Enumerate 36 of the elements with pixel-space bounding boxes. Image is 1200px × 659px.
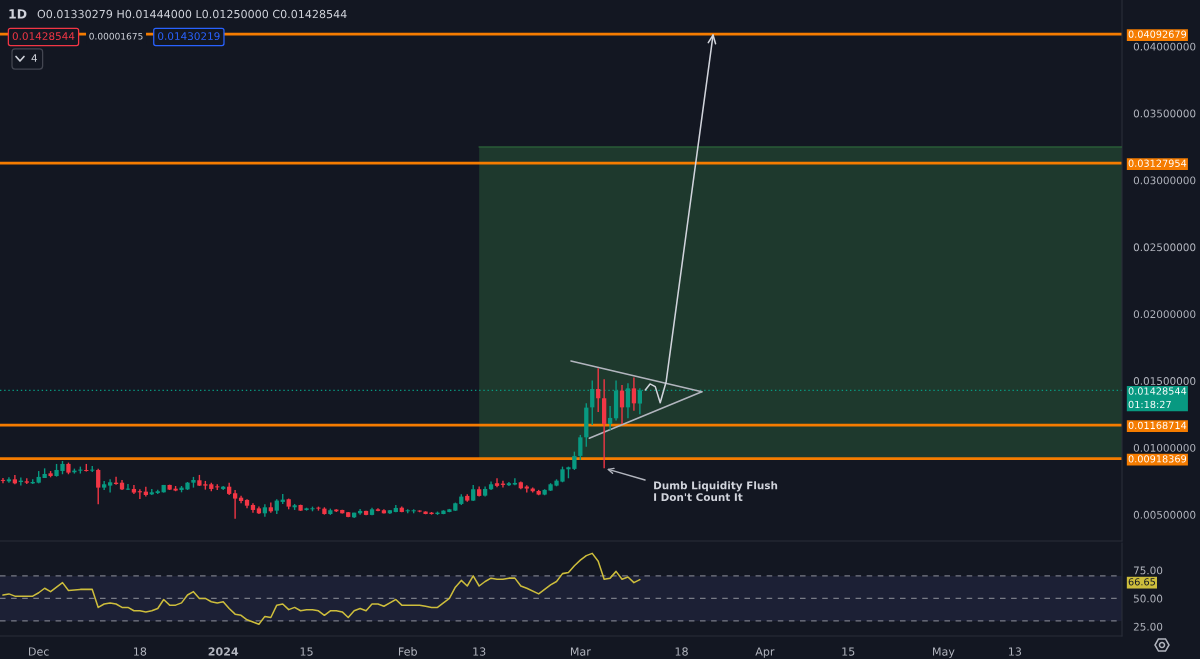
x-tick-label: 18 (134, 647, 147, 656)
x-tick-label: May (933, 647, 955, 658)
x-tick-label: 15 (842, 647, 855, 656)
x-tick-label: Apr (755, 647, 775, 658)
ref-line-label: 0.03127954 (1128, 159, 1187, 167)
ref-line-label: 0.04092679 (1128, 30, 1187, 38)
x-tick-label: Dec (29, 647, 49, 656)
y-tick-label: 0.03500000 (1133, 109, 1196, 118)
y-tick-label: 0.00500000 (1133, 510, 1196, 519)
text: O0.01330279 H0.01444000 L0.01250000 C0.01428544 (37, 9, 347, 19)
y-tick-label: 0.04000000 (1133, 42, 1196, 51)
y-tick-label: 0.01500000 (1133, 377, 1196, 385)
x-tick-label: Mar (570, 647, 591, 656)
y-tick-label: 0.03000000 (1133, 176, 1196, 185)
x-tick-label: 18 (675, 647, 688, 656)
y-tick-label: 50.00 (1133, 594, 1163, 603)
annotation: 0.01430219 (158, 32, 220, 41)
y-tick-label: 0.02500000 (1133, 243, 1196, 252)
ref-line-label: 0.00918369 (1128, 455, 1187, 463)
x-tick-label: 13 (1009, 647, 1022, 656)
text: 1D (9, 9, 27, 19)
annotation: 0.01428544 (12, 32, 75, 41)
y-tick-label: 75.00 (1133, 566, 1163, 575)
ref-line-label: 0.01428544 01:18:27 (1128, 387, 1187, 409)
annotation: 0.00001675 (89, 32, 143, 40)
y-tick-label: 0.01000000 (1133, 443, 1196, 452)
annotation: 4 (31, 54, 38, 62)
x-tick-label: 13 (473, 647, 486, 656)
x-tick-label: 2024 (208, 647, 239, 656)
x-tick-label: 15 (300, 647, 313, 656)
y-tick-label: 0.02000000 (1133, 310, 1196, 319)
ref-line-label: 0.01168714 (1128, 421, 1187, 430)
text: 66.65 (1128, 578, 1155, 586)
y-tick-label: 25.00 (1133, 622, 1163, 631)
annotation: Dumb Liquidity Flush I Don't Count It (654, 481, 778, 502)
x-tick-label: Feb (398, 647, 417, 656)
